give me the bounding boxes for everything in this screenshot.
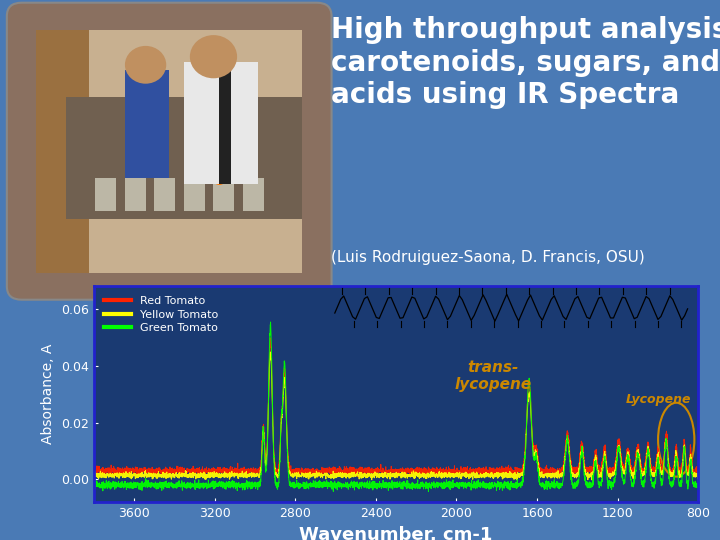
Bar <box>184 178 204 211</box>
Circle shape <box>212 172 227 185</box>
Text: trans-
lycopene: trans- lycopene <box>454 360 531 393</box>
Bar <box>220 62 231 184</box>
Circle shape <box>190 35 237 78</box>
Circle shape <box>190 165 207 181</box>
Bar <box>66 97 302 219</box>
X-axis label: Wavenumber, cm-1: Wavenumber, cm-1 <box>300 525 492 540</box>
Legend: Red Tomato, Yellow Tomato, Green Tomato: Red Tomato, Yellow Tomato, Green Tomato <box>99 292 223 338</box>
Bar <box>36 30 89 273</box>
Bar <box>125 70 169 178</box>
Text: (Luis Rodruiguez-Saona, D. Francis, OSU): (Luis Rodruiguez-Saona, D. Francis, OSU) <box>331 249 645 265</box>
Bar <box>125 178 145 211</box>
Bar <box>243 178 264 211</box>
FancyBboxPatch shape <box>7 3 331 300</box>
Y-axis label: Absorbance, A: Absorbance, A <box>41 344 55 444</box>
Text: Lycopene: Lycopene <box>626 393 690 406</box>
Bar <box>95 178 116 211</box>
Bar <box>154 178 175 211</box>
Circle shape <box>125 46 166 84</box>
Text: High throughput analysis of
carotenoids, sugars, and
acids using IR Spectra: High throughput analysis of carotenoids,… <box>331 16 720 109</box>
Bar <box>213 178 234 211</box>
Bar <box>184 62 258 184</box>
